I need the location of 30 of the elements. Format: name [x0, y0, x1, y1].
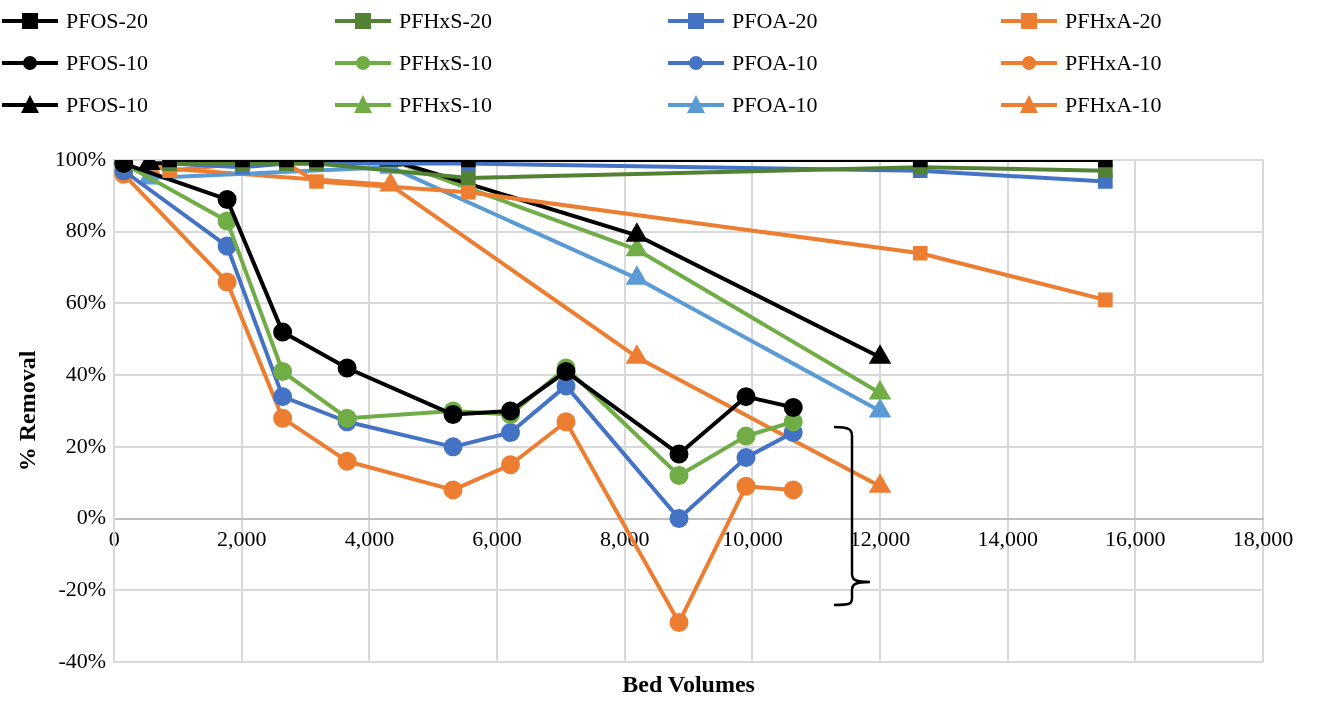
y-tick-label: 20% [65, 432, 107, 458]
y-tick-label: 40% [65, 360, 107, 386]
x-tick-label: 2,000 [217, 525, 267, 551]
x-axis-title: Bed Volumes [622, 671, 755, 698]
y-tick-label: -20% [58, 576, 107, 602]
y-tick-label: 0% [76, 504, 107, 530]
y-tick-label: -40% [58, 647, 107, 673]
legend-label: PFOA-20 [732, 8, 818, 34]
legend-label: PFHxS-10 [399, 92, 492, 118]
legend-label: PFOS-10 [66, 92, 148, 118]
legend-label: PFHxA-10 [1065, 50, 1162, 76]
y-axis-title: % Removal [13, 350, 40, 472]
legend-label: PFHxA-20 [1065, 8, 1162, 34]
x-tick-label: 12,000 [849, 525, 911, 551]
legend-label: PFOS-10 [66, 50, 148, 76]
y-tick-label: 60% [65, 289, 107, 315]
x-tick-label: 6,000 [472, 525, 522, 551]
y-tick-label: 80% [65, 217, 107, 243]
x-tick-label: 4,000 [344, 525, 395, 551]
legend-label: PFHxS-20 [399, 8, 492, 34]
x-tick-label: 10,000 [722, 525, 783, 551]
legend-label: PFHxA-10 [1065, 92, 1162, 118]
x-tick-label: 18,000 [1232, 525, 1294, 551]
x-tick-label: 14,000 [977, 525, 1038, 551]
legend-label: PFOA-10 [732, 50, 818, 76]
y-tick-label: 100% [54, 145, 107, 171]
legend-label: PFOA-10 [732, 92, 818, 118]
x-tick-label: 16,000 [1105, 525, 1166, 551]
legend-label: PFHxS-10 [399, 50, 492, 76]
legend-label: PFOS-20 [66, 8, 148, 34]
